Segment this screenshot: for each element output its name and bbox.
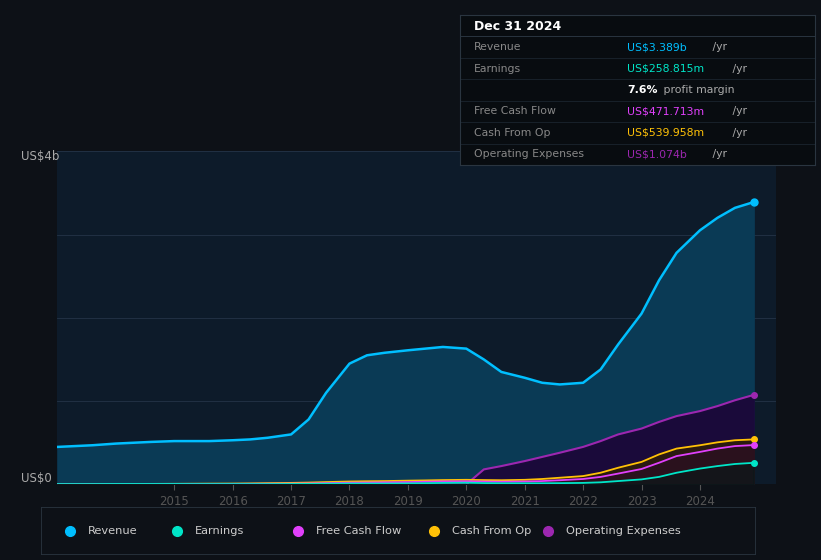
Text: US$258.815m: US$258.815m	[627, 64, 704, 73]
Text: Operating Expenses: Operating Expenses	[475, 150, 585, 159]
Text: US$471.713m: US$471.713m	[627, 106, 704, 116]
Text: Cash From Op: Cash From Op	[475, 128, 551, 138]
Text: Free Cash Flow: Free Cash Flow	[316, 526, 401, 535]
Text: Dec 31 2024: Dec 31 2024	[475, 20, 562, 33]
Text: US$4b: US$4b	[21, 150, 59, 164]
Text: US$0: US$0	[21, 472, 51, 486]
Text: Earnings: Earnings	[475, 64, 521, 73]
Text: /yr: /yr	[729, 128, 747, 138]
Text: /yr: /yr	[729, 64, 747, 73]
Text: /yr: /yr	[709, 42, 727, 52]
Text: US$539.958m: US$539.958m	[627, 128, 704, 138]
Text: 7.6%: 7.6%	[627, 85, 658, 95]
Text: Revenue: Revenue	[88, 526, 137, 535]
Text: Free Cash Flow: Free Cash Flow	[475, 106, 556, 116]
Text: /yr: /yr	[709, 150, 727, 159]
Text: Operating Expenses: Operating Expenses	[566, 526, 681, 535]
Text: Earnings: Earnings	[195, 526, 244, 535]
Text: US$1.074b: US$1.074b	[627, 150, 686, 159]
Text: Revenue: Revenue	[475, 42, 521, 52]
Text: Cash From Op: Cash From Op	[452, 526, 531, 535]
Text: US$3.389b: US$3.389b	[627, 42, 686, 52]
Text: /yr: /yr	[729, 106, 747, 116]
Text: profit margin: profit margin	[659, 85, 734, 95]
